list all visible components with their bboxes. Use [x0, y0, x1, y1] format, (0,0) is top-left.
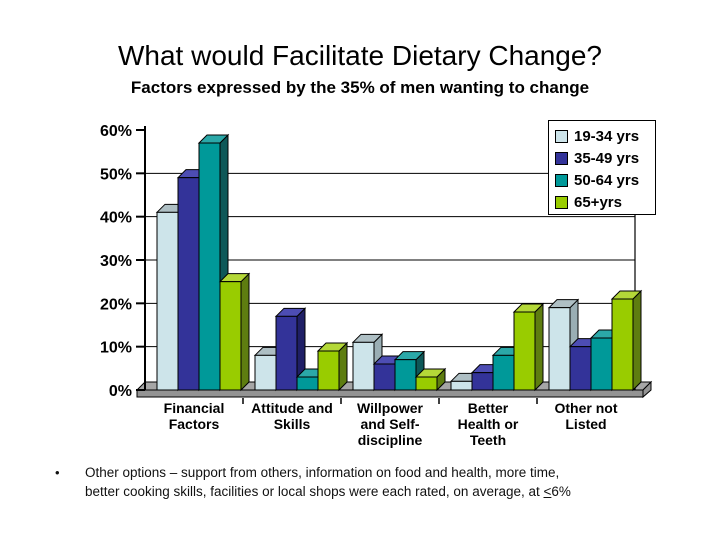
category-label-willpower: Willpower and Self-discipline	[357, 400, 423, 448]
y-tick-label: 20%	[100, 296, 132, 313]
bar-0-3	[218, 272, 251, 392]
footnote-lte: <	[543, 484, 552, 499]
bar-chart: 0% 10% 20% 30% 40% 50% 60%	[100, 123, 653, 404]
y-tick-label: 50%	[100, 166, 132, 183]
y-tick-label: 30%	[100, 253, 132, 270]
legend-label: 19-34 yrs	[574, 128, 640, 145]
bar-2-3	[414, 367, 447, 392]
legend-label: 65+yrs	[574, 194, 622, 211]
y-tick-label: 60%	[100, 123, 132, 140]
bar-3-3	[512, 302, 545, 392]
bar-4-3	[610, 289, 643, 392]
category-label-other: Other not Listed	[554, 400, 618, 432]
legend-label: 50-64 yrs	[574, 172, 640, 189]
bullet-marker: •	[55, 465, 60, 480]
slide-title: What would Facilitate Dietary Change?	[117, 40, 602, 71]
y-tick-label: 10%	[100, 340, 132, 357]
category-label-health-teeth: Better Health or Teeth	[457, 400, 519, 448]
footnote-text: Other options – support from others, inf…	[85, 463, 680, 501]
bar-group-3	[449, 302, 545, 392]
footnote-line1: Other options – support from others, inf…	[85, 465, 560, 480]
legend-swatch-65plus	[555, 196, 568, 209]
bar-group-4	[547, 289, 643, 392]
bar-group-0	[155, 133, 251, 392]
legend-swatch-50-64	[555, 174, 568, 187]
y-tick-label: 0%	[109, 383, 132, 400]
legend-item: 65+yrs	[555, 192, 655, 213]
category-label-financial-factors: Financial Factors	[163, 400, 225, 432]
chart-legend: 19-34 yrs 35-49 yrs 50-64 yrs 65+yrs	[548, 120, 656, 215]
y-tick-label: 40%	[100, 210, 132, 227]
legend-swatch-19-34	[555, 130, 568, 143]
y-tick-labels: 0% 10% 20% 30% 40% 50% 60%	[100, 123, 132, 400]
category-label-attitude-skills: Attitude and Skills	[251, 400, 333, 432]
bar-group-2	[351, 333, 447, 392]
bar-1-1	[274, 307, 307, 392]
legend-item: 35-49 yrs	[555, 148, 655, 169]
legend-label: 35-49 yrs	[574, 150, 640, 167]
bar-1-3	[316, 341, 349, 392]
legend-item: 50-64 yrs	[555, 170, 655, 191]
legend-item: 19-34 yrs	[555, 126, 655, 147]
legend-swatch-35-49	[555, 152, 568, 165]
footnote-line2: better cooking skills, facilities or loc…	[85, 484, 544, 499]
footnote-line2-end: 6%	[551, 484, 571, 499]
slide-subtitle: Factors expressed by the 35% of men want…	[130, 78, 590, 97]
bar-group-1	[253, 307, 349, 392]
bar-2-2	[393, 350, 426, 392]
